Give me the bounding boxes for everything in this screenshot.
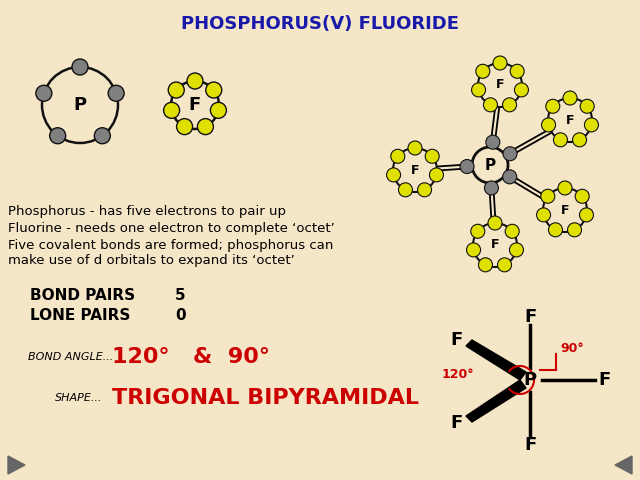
Circle shape xyxy=(575,189,589,204)
Circle shape xyxy=(502,98,516,112)
Circle shape xyxy=(505,224,519,238)
Text: F: F xyxy=(491,239,499,252)
Circle shape xyxy=(563,91,577,105)
Circle shape xyxy=(108,85,124,101)
Text: 120°   &  90°: 120° & 90° xyxy=(112,347,270,367)
Text: 5: 5 xyxy=(175,288,186,303)
Text: F: F xyxy=(496,79,504,92)
Circle shape xyxy=(541,118,556,132)
Circle shape xyxy=(471,224,484,238)
Circle shape xyxy=(558,181,572,195)
Circle shape xyxy=(568,223,582,237)
Polygon shape xyxy=(466,380,526,422)
Circle shape xyxy=(584,118,598,132)
Circle shape xyxy=(554,133,568,147)
Text: F: F xyxy=(566,113,574,127)
Circle shape xyxy=(579,208,593,222)
Circle shape xyxy=(36,85,52,101)
Circle shape xyxy=(488,216,502,230)
Text: BOND ANGLE...: BOND ANGLE... xyxy=(28,352,113,362)
Circle shape xyxy=(211,102,227,119)
Circle shape xyxy=(503,147,517,161)
Polygon shape xyxy=(615,456,632,474)
Circle shape xyxy=(460,159,474,174)
Text: TRIGONAL BIPYRAMIDAL: TRIGONAL BIPYRAMIDAL xyxy=(112,388,419,408)
Text: LONE PAIRS: LONE PAIRS xyxy=(30,308,131,323)
Text: P: P xyxy=(524,371,536,389)
Text: Fluorine - needs one electron to complete ‘octet’: Fluorine - needs one electron to complet… xyxy=(8,222,335,235)
Circle shape xyxy=(168,82,184,98)
Circle shape xyxy=(536,208,550,222)
Text: P: P xyxy=(484,157,495,172)
Circle shape xyxy=(476,64,490,78)
Text: F: F xyxy=(524,436,536,454)
Polygon shape xyxy=(466,340,526,380)
Text: 90°: 90° xyxy=(560,341,584,355)
Circle shape xyxy=(472,83,486,97)
Circle shape xyxy=(493,56,507,70)
Text: F: F xyxy=(524,308,536,326)
Text: 120°: 120° xyxy=(442,369,475,382)
Circle shape xyxy=(486,135,500,149)
Circle shape xyxy=(399,183,412,197)
Text: Phosphorus - has five electrons to pair up: Phosphorus - has five electrons to pair … xyxy=(8,205,286,218)
Circle shape xyxy=(483,98,497,112)
Text: F: F xyxy=(411,164,419,177)
Circle shape xyxy=(515,83,529,97)
Text: SHAPE...: SHAPE... xyxy=(55,393,102,403)
Circle shape xyxy=(546,99,560,113)
Circle shape xyxy=(429,168,444,182)
Circle shape xyxy=(391,149,404,163)
Text: BOND PAIRS: BOND PAIRS xyxy=(30,288,135,303)
Circle shape xyxy=(50,128,66,144)
Circle shape xyxy=(177,119,193,134)
Text: make use of d orbitals to expand its ‘octet’: make use of d orbitals to expand its ‘oc… xyxy=(8,254,295,267)
Text: F: F xyxy=(561,204,569,216)
Circle shape xyxy=(573,133,586,147)
Circle shape xyxy=(425,149,439,163)
Circle shape xyxy=(580,99,594,113)
Text: F: F xyxy=(189,96,201,114)
Polygon shape xyxy=(8,456,25,474)
Text: Five covalent bonds are formed; phosphorus can: Five covalent bonds are formed; phosphor… xyxy=(8,239,333,252)
Circle shape xyxy=(187,73,203,89)
Circle shape xyxy=(408,141,422,155)
Text: F: F xyxy=(598,371,610,389)
Circle shape xyxy=(497,258,511,272)
Circle shape xyxy=(94,128,110,144)
Circle shape xyxy=(387,168,401,182)
Circle shape xyxy=(503,170,516,184)
Text: F: F xyxy=(450,331,462,349)
Text: P: P xyxy=(74,96,86,114)
Circle shape xyxy=(417,183,431,197)
Circle shape xyxy=(509,243,524,257)
Circle shape xyxy=(548,223,563,237)
Circle shape xyxy=(72,59,88,75)
Circle shape xyxy=(479,258,492,272)
Circle shape xyxy=(206,82,222,98)
Circle shape xyxy=(164,102,180,119)
Circle shape xyxy=(510,64,524,78)
Circle shape xyxy=(484,181,499,195)
Circle shape xyxy=(467,243,481,257)
Text: 0: 0 xyxy=(175,308,186,323)
Text: PHOSPHORUS(V) FLUORIDE: PHOSPHORUS(V) FLUORIDE xyxy=(181,15,459,33)
Circle shape xyxy=(197,119,213,134)
Text: F: F xyxy=(450,414,462,432)
Circle shape xyxy=(541,189,555,204)
